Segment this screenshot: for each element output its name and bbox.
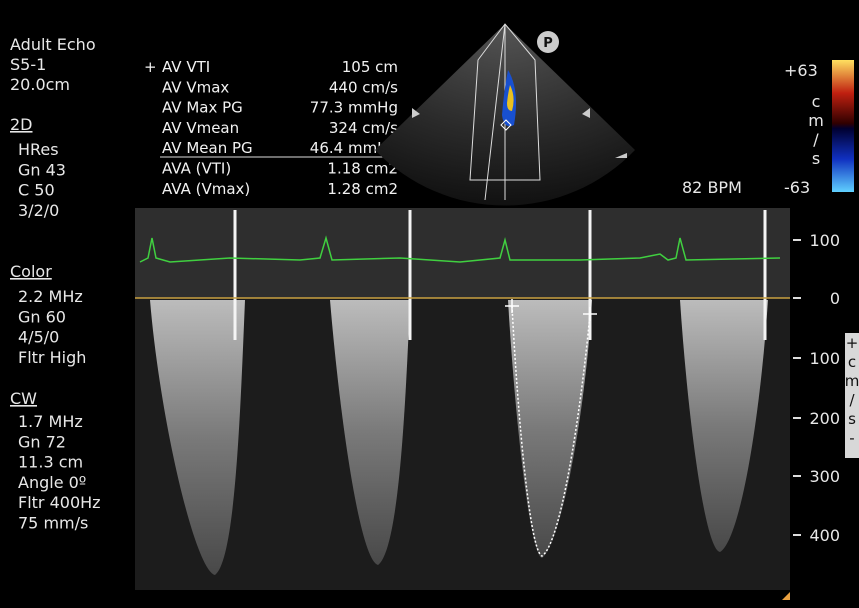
measurement-value: 77.3 mmHg [310,99,398,117]
color-bar-unit-char: s [812,149,820,168]
color-bar [832,60,854,192]
setting: Angle 0º [18,473,86,492]
setting: Gn 60 [18,307,66,326]
setting: 4/5/0 [18,328,59,347]
section-heading: Color [10,262,52,281]
setting: 1.7 MHz [18,412,83,431]
page: {"left_panel":{"preset":"Adult Echo","pr… [0,0,859,608]
side-tab-label: - [849,429,854,447]
scale-label: 400 [809,526,840,545]
setting: 11.3 cm [18,453,83,472]
setting: 2.2 MHz [18,287,83,306]
side-tab-label: s [848,410,856,428]
heart-rate: 82 BPM [682,178,742,197]
setting: Fltr 400Hz [18,493,101,512]
scale-label: 0 [830,289,840,308]
cursor-marker: + [144,58,157,76]
measurement-label: AV VTI [162,58,210,76]
color-bar-unit-char: c [812,92,821,111]
color-bar-min: -63 [784,178,810,197]
setting: HRes [18,140,59,159]
measurement-label: AVA (VTI) [162,160,231,178]
measurement-label: AV Vmax [162,78,229,96]
scale-label: 300 [809,467,840,486]
scale-label: 100 [809,231,840,250]
spectral-display [135,208,790,600]
measurement-value: 105 cm [342,58,398,76]
measurement-label: AV Mean PG [162,139,253,157]
side-tab-label: + [846,334,859,352]
spectrum-noise [135,208,790,298]
badge-label: P [543,36,553,51]
measurement-label: AV Max PG [162,99,243,117]
setting: 3/2/0 [18,201,59,220]
setting: C 50 [18,181,55,200]
measurement-label: AVA (Vmax) [162,180,250,198]
measurement-value: 324 cm/s [329,119,398,137]
probe: S5-1 [10,55,46,74]
scale-label: 200 [809,409,840,428]
measurement-value: 1.18 cm2 [327,160,398,178]
measurement-value: 440 cm/s [329,78,398,96]
setting: Gn 43 [18,160,66,179]
color-bar-unit-char: m [808,111,824,130]
color-bar-unit-char: / [813,130,819,149]
measurement-label: AV Vmean [162,119,239,137]
measurement-value: 1.28 cm2 [327,180,398,198]
preset: Adult Echo [10,35,96,54]
color-bar-max: +63 [784,61,818,80]
setting: Gn 72 [18,432,66,451]
scale-label: 100 [809,349,840,368]
depth: 20.0cm [10,75,70,94]
setting: 75 mm/s [18,514,88,533]
setting: Fltr High [18,348,86,367]
ultrasound-screen: Adult Echo S5-1 20.0cm 2D Color CW HResG… [0,0,859,608]
section-heading: CW [10,389,37,408]
side-tab-label: c [848,353,856,371]
section-heading: 2D [10,115,33,134]
side-tab-label: m [845,372,859,390]
